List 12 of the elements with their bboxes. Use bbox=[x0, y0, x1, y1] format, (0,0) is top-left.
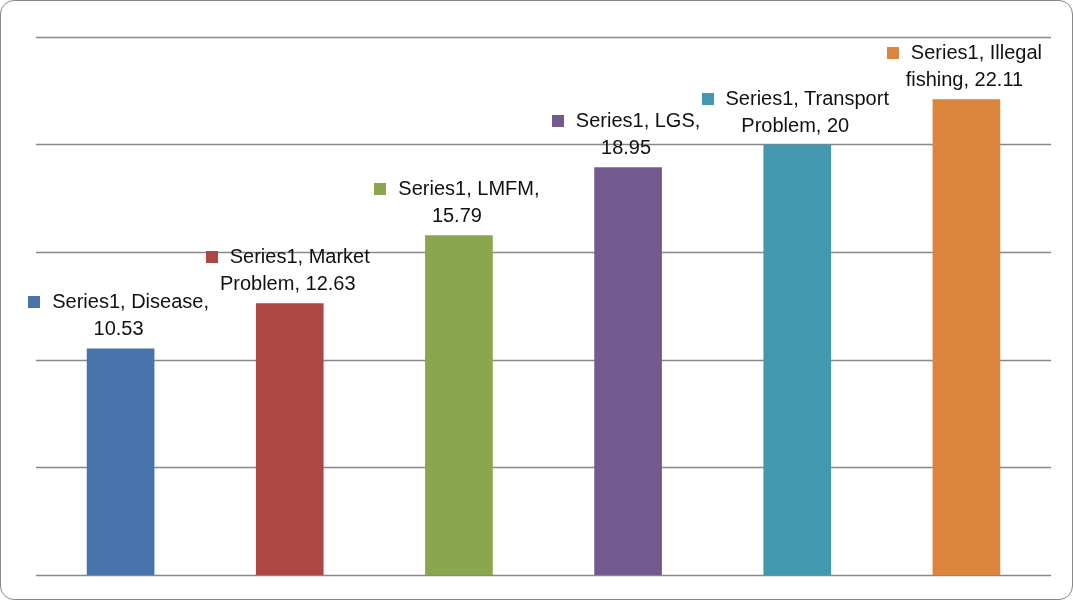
data-label: Series1, LGS, 18.95 bbox=[575, 109, 701, 159]
data-label: Series1, Market Problem, 12.63 bbox=[219, 245, 370, 295]
bar bbox=[255, 303, 324, 575]
data-label: Series1, Illegal fishing, 22.11 bbox=[905, 41, 1042, 91]
data-label: Series1, Transport Problem, 20 bbox=[725, 86, 889, 136]
bar bbox=[86, 348, 155, 575]
bar bbox=[932, 99, 1001, 575]
bar bbox=[763, 144, 832, 575]
bar bbox=[594, 167, 662, 575]
data-label: Series1, Disease, 10.53 bbox=[52, 290, 209, 340]
bar bbox=[425, 235, 493, 575]
data-label: Series1, LMFM, 15.79 bbox=[398, 177, 540, 227]
